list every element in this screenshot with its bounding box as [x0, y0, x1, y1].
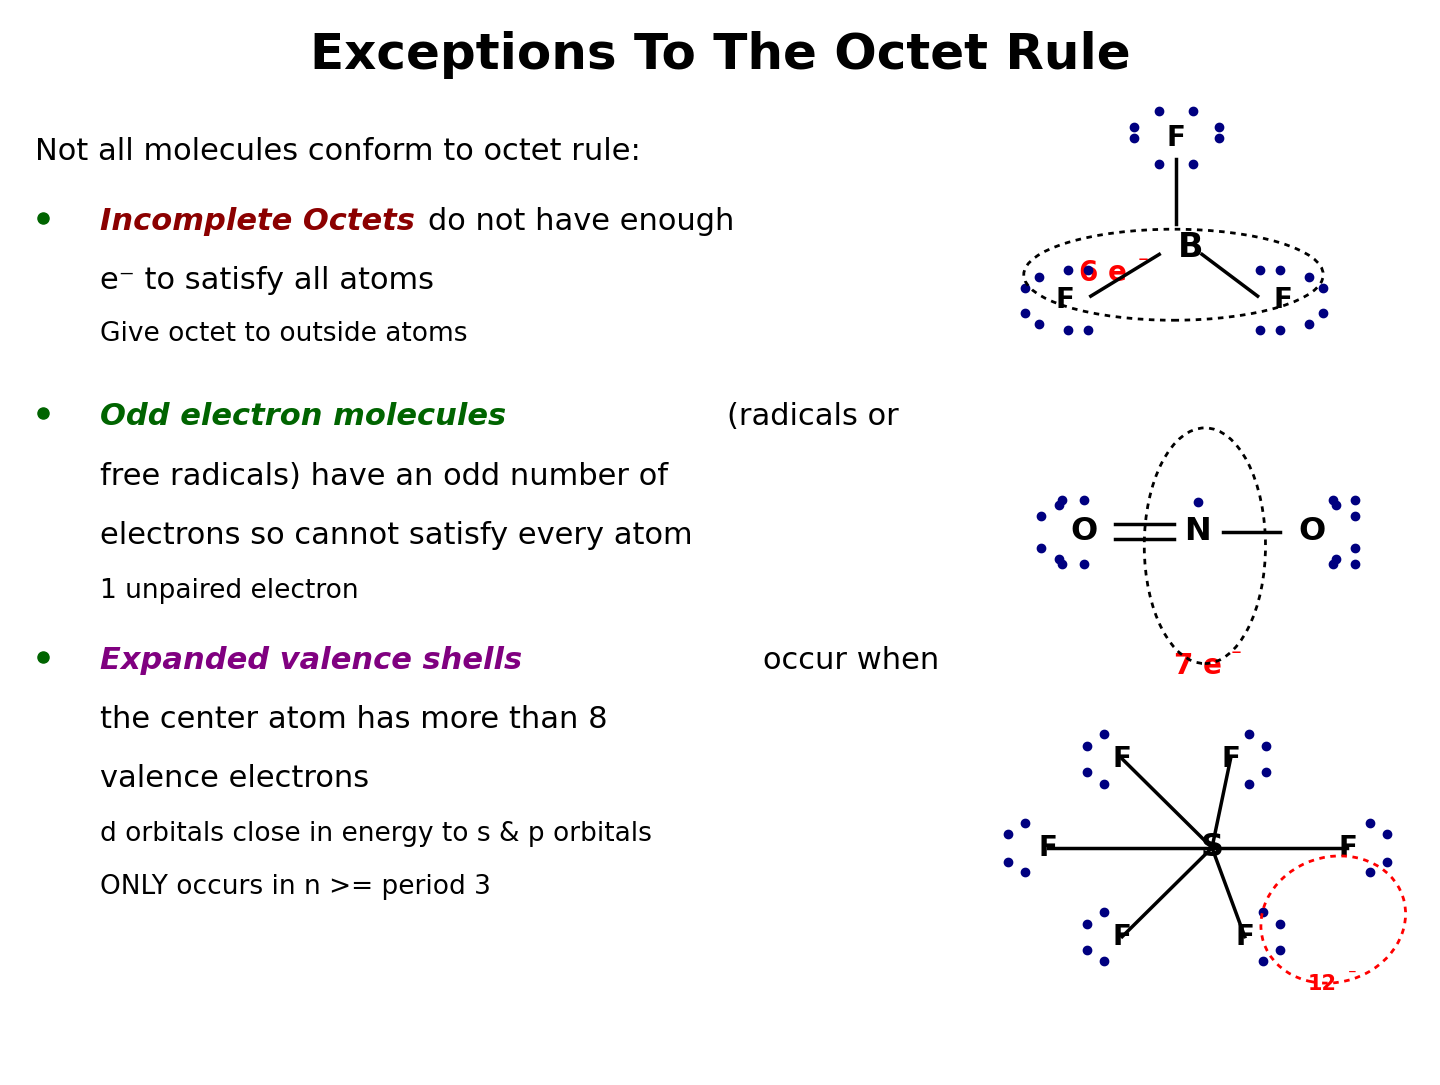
- Text: O: O: [1299, 516, 1325, 547]
- Text: occur when: occur when: [763, 646, 939, 675]
- Text: electrons so cannot satisfy every atom: electrons so cannot satisfy every atom: [99, 521, 693, 549]
- Text: Odd electron molecules: Odd electron molecules: [99, 401, 505, 431]
- Text: F: F: [1113, 922, 1132, 950]
- Text: free radicals) have an odd number of: free radicals) have an odd number of: [99, 461, 668, 490]
- Text: F: F: [1038, 833, 1057, 861]
- Text: O: O: [1070, 516, 1097, 547]
- Text: F: F: [1221, 745, 1240, 773]
- Text: Not all molecules conform to octet rule:: Not all molecules conform to octet rule:: [36, 137, 641, 166]
- Text: F: F: [1274, 286, 1293, 315]
- Text: do not have enough: do not have enough: [428, 206, 734, 235]
- Text: S: S: [1201, 832, 1224, 864]
- Text: ⁻: ⁻: [1348, 967, 1356, 984]
- Text: F: F: [1338, 833, 1356, 861]
- Text: ⁻: ⁻: [1138, 254, 1149, 275]
- Text: F: F: [1166, 124, 1185, 152]
- Text: Expanded valence shells: Expanded valence shells: [99, 646, 521, 675]
- Text: valence electrons: valence electrons: [99, 764, 369, 793]
- Text: d orbitals close in energy to s & p orbitals: d orbitals close in energy to s & p orbi…: [99, 821, 651, 846]
- Text: Incomplete Octets: Incomplete Octets: [99, 206, 415, 235]
- Text: the center atom has more than 8: the center atom has more than 8: [99, 705, 608, 733]
- Text: 1 unpaired electron: 1 unpaired electron: [99, 577, 359, 603]
- Text: B: B: [1178, 231, 1204, 265]
- Text: F: F: [1236, 922, 1254, 950]
- Text: N: N: [1184, 516, 1211, 547]
- Text: 6 e: 6 e: [1080, 258, 1128, 286]
- Text: 12: 12: [1308, 974, 1336, 994]
- Text: (radicals or: (radicals or: [727, 401, 899, 431]
- Text: Exceptions To The Octet Rule: Exceptions To The Octet Rule: [310, 31, 1130, 79]
- Text: F: F: [1056, 286, 1074, 315]
- Text: F: F: [1113, 745, 1132, 773]
- Text: ONLY occurs in n >= period 3: ONLY occurs in n >= period 3: [99, 875, 491, 901]
- Text: e⁻ to satisfy all atoms: e⁻ to satisfy all atoms: [99, 266, 433, 295]
- Text: Give octet to outside atoms: Give octet to outside atoms: [99, 321, 467, 346]
- Text: ⁻: ⁻: [1231, 647, 1241, 667]
- Text: 7 e: 7 e: [1174, 652, 1221, 679]
